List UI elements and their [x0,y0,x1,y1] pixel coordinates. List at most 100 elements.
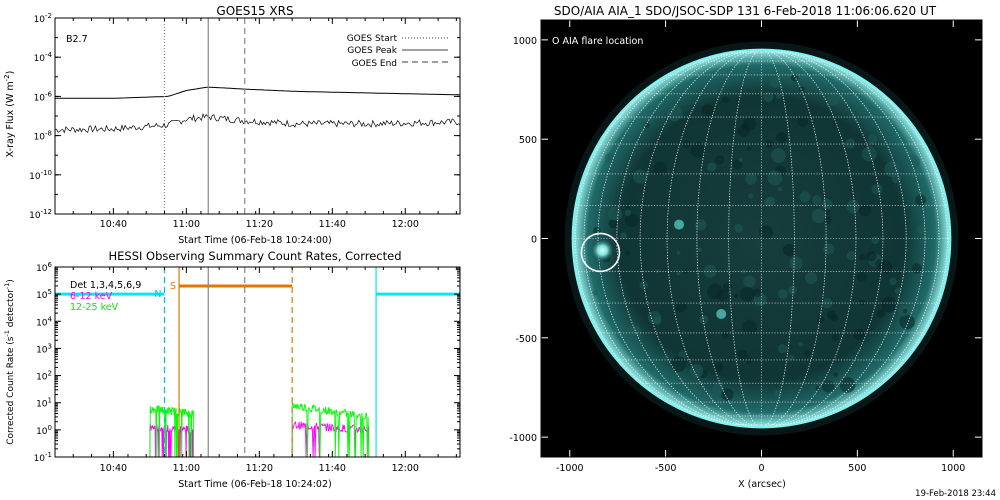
x-tick-label: 11:20 [246,219,273,230]
disk-texture-blob [701,104,714,117]
plot-frame [54,266,461,458]
goes-flux-series [55,86,460,99]
legend-label: 12-25 keV [70,302,119,313]
y-tick-label: 104 [36,315,52,328]
disk-texture-blob [787,285,798,295]
footer-timestamp: 19-Feb-2018 23:44 [915,489,996,499]
disk-texture-blob [734,293,739,299]
disk-texture-blob [815,386,821,391]
y-tick-label: 10-2 [34,12,52,25]
disk-texture-blob [767,170,783,186]
disk-texture-blob [877,309,886,318]
disk-texture-blob [823,243,835,255]
disk-texture-blob [894,287,902,294]
disk-texture-blob [867,134,878,145]
disk-texture-blob [798,341,804,347]
disk-texture-blob [742,319,758,335]
x-tick-label: -500 [655,463,677,474]
disk-texture-blob [778,289,788,300]
y-tick-label: 103 [36,342,52,355]
plot-frame [540,19,983,458]
disk-texture-blob [831,313,839,321]
disk-texture-blob [625,325,642,342]
disk-texture-blob [699,314,709,325]
disk-texture-blob [695,219,707,231]
disk-texture-blob [632,169,648,184]
annotation: B2.7 [66,34,88,45]
disk-texture-blob [821,198,833,210]
disk-texture-blob [915,194,927,206]
disk-texture-blob [777,344,788,354]
disk-texture-blob [764,198,772,207]
x-tick-label: 1000 [941,463,965,474]
disk-texture-blob [862,110,871,119]
longitude-line [616,49,907,428]
hessi-panel: HESSI Observing Summary Count Rates, Cor… [3,249,461,490]
disk-texture-blob [775,131,788,143]
disk-texture-blob [824,209,830,215]
disk-texture-blob [682,140,691,149]
disk-texture-blob [737,124,750,137]
disk-texture-blob [916,225,926,235]
disk-texture-blob [592,289,599,296]
disk-texture-blob [741,269,747,275]
disk-texture-blob [625,203,631,209]
y-tick-label: 10-1 [34,451,52,464]
disk-texture-blob [748,193,754,199]
disk-texture-blob [608,219,618,229]
disk-texture-blob [765,139,774,148]
disk-texture-blob [644,122,650,128]
flare-location-circle [580,232,621,273]
disk-texture-blob [911,263,922,274]
legend-label: Det 1,3,4,5,6,9 [70,280,141,291]
y-tick-label: -1000 [509,433,537,444]
y-tick-label: 106 [36,261,52,274]
flag-label: N [154,289,161,300]
disk-texture-blob [871,236,880,245]
y-tick-label: 105 [36,288,52,301]
disk-texture-blob [811,195,822,205]
disk-texture-blob [787,401,792,406]
y-tick-label: 500 [519,135,537,146]
disk-texture-blob [763,91,774,103]
disk-texture-blob [799,191,811,203]
disk-texture-blob [899,314,915,330]
disk-texture-blob [788,354,795,361]
disk-texture-blob [737,349,748,360]
x-tick-label: 12:00 [392,219,419,230]
disk-texture-blob [902,308,908,314]
y-tick-label: -500 [515,334,537,345]
legend-label: 6-12 keV [70,291,113,302]
disk-texture-blob [906,154,921,169]
disk-texture-blob [858,204,872,217]
disk-texture-blob [831,334,839,342]
disk-texture-blob [743,275,756,288]
disk-texture-blob [789,256,803,270]
disk-texture-blob [673,381,682,390]
disk-texture-blob [846,250,857,261]
disk-texture-blob [670,356,687,372]
y-tick-label: 10-10 [29,169,52,182]
disk-texture-blob [715,154,725,165]
disk-texture-blob [593,226,601,235]
disk-texture-blob [861,146,877,162]
disk-texture-blob [683,269,688,275]
disk-texture-blob [846,199,860,214]
disk-texture-blob [845,138,856,149]
y-tick-label: 102 [36,370,52,383]
disk-texture-blob [771,148,786,163]
flare-brightening [590,238,615,263]
y-axis-label: Corrected Count Rate (s-1 detector-1) [3,279,16,445]
disk-texture-blob [592,203,597,208]
y-axis-label: X-ray Flux (W m-2) [3,71,16,158]
count-rate-series [291,420,370,457]
disk-texture-blob [833,372,839,378]
disk-texture-blob [790,74,799,82]
y-tick-label: 101 [36,397,52,410]
disk-texture-blob [676,271,681,276]
disk-texture-blob [734,223,743,233]
x-tick-label: 11:20 [246,463,273,474]
disk-texture-blob [774,389,783,398]
disk-texture-blob [624,213,639,228]
x-axis-label: Start Time (06-Feb-18 10:24:00) [178,235,331,246]
